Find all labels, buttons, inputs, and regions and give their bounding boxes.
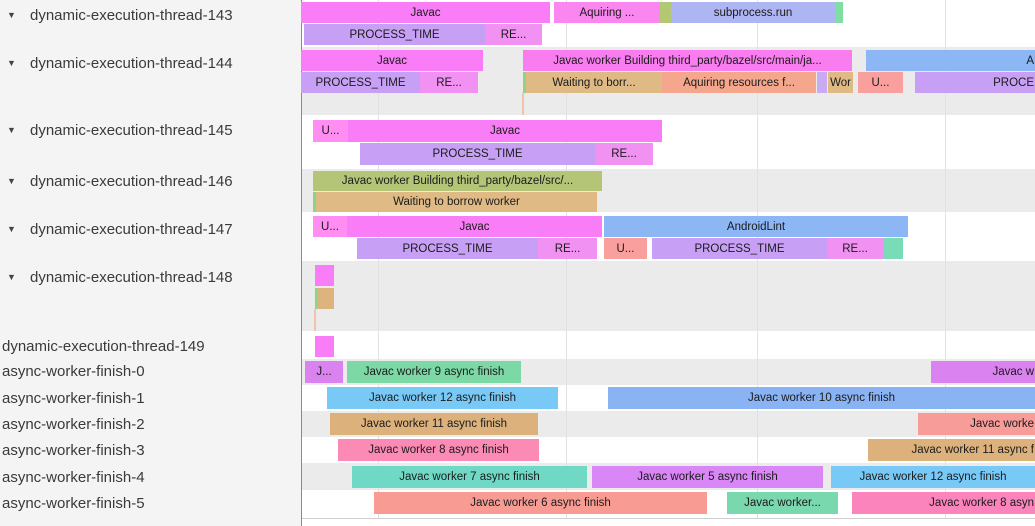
trace-event-bar[interactable]: Javac worker 12 async finish [831, 466, 1035, 488]
trace-event-bar[interactable]: RE... [485, 24, 542, 45]
track-band [302, 261, 1035, 331]
trace-event-bar[interactable]: PROCESS_TIME [360, 143, 595, 165]
trace-event-bar[interactable]: Javac [348, 120, 662, 142]
trace-event-bar[interactable] [835, 2, 843, 23]
trace-event-bar[interactable]: Javac worker 5 async finish [592, 466, 823, 488]
trace-event-bar[interactable]: Javac worker 12 async finish [327, 387, 558, 409]
track-name-label: async-worker-finish-4 [2, 468, 145, 486]
trace-event-bar[interactable]: Javac worker... [727, 492, 838, 514]
trace-event-bar[interactable]: subprocess.run [671, 2, 835, 23]
trace-event-bar[interactable]: J... [305, 361, 343, 383]
timeline-bottom-border [302, 518, 1035, 519]
trace-event-bar[interactable]: Waiting to borr... [526, 72, 662, 93]
sidebar-track-row[interactable]: dynamic-execution-thread-149 [0, 337, 300, 355]
collapse-arrow-icon[interactable]: ▼ [7, 10, 16, 20]
trace-event-bar[interactable] [317, 288, 334, 309]
trace-event-bar[interactable] [523, 72, 526, 93]
track-name-sidebar: ▼ dynamic-execution-thread-143 ▼ dynamic-ex… [0, 0, 301, 526]
sidebar-track-row[interactable]: ▼ dynamic-execution-thread-148 [0, 268, 300, 286]
trace-event-bar[interactable] [660, 2, 671, 23]
trace-event-bar[interactable]: RE... [420, 72, 478, 93]
trace-event-bar[interactable]: RE... [827, 238, 883, 259]
trace-event-bar[interactable]: Javac worke [918, 413, 1035, 435]
sidebar-track-row[interactable]: async-worker-finish-2 [0, 415, 300, 433]
trace-event-bar[interactable]: Javac worker 10 async finish [608, 387, 1035, 409]
track-name-label: dynamic-execution-thread-144 [30, 54, 233, 72]
trace-event-bar[interactable]: Javac worker 9 async finish [347, 361, 521, 383]
time-gridline [945, 0, 946, 518]
trace-event-bar[interactable]: Aquiring ... [554, 2, 660, 23]
trace-event-bar[interactable]: Javac [347, 216, 602, 237]
track-name-label: dynamic-execution-thread-149 [2, 337, 205, 355]
track-name-label: dynamic-execution-thread-143 [30, 6, 233, 24]
collapse-arrow-icon[interactable]: ▼ [7, 224, 16, 234]
trace-event-bar[interactable]: Javac worker 8 async finish [338, 439, 539, 461]
collapse-arrow-icon[interactable]: ▼ [7, 58, 16, 68]
trace-event-bar[interactable]: Javac w [931, 361, 1035, 383]
trace-event-bar[interactable]: PROCESS_TIME [652, 238, 827, 259]
time-gridline [566, 0, 567, 518]
trace-event-bar[interactable]: AndroidLint [604, 216, 908, 237]
trace-event-bar[interactable]: Javac worker 6 async finish [374, 492, 707, 514]
trace-event-bar[interactable]: Javac worker 11 async finish [330, 413, 538, 435]
track-band [302, 331, 1035, 359]
trace-event-bar[interactable]: PROCESS_TIME [357, 238, 538, 259]
trace-event-bar[interactable]: PROCESS_TIME [301, 72, 420, 93]
trace-event-bar[interactable]: Wor [828, 72, 853, 93]
trace-event-bar[interactable]: Aquiring resources f... [662, 72, 816, 93]
trace-event-bar[interactable]: Javac worker 8 asyn [852, 492, 1035, 514]
trace-event-bar[interactable]: U... [313, 216, 347, 237]
trace-event-bar[interactable]: A [866, 50, 1035, 71]
trace-event-bar[interactable] [315, 336, 334, 357]
collapse-arrow-icon[interactable]: ▼ [7, 125, 16, 135]
trace-event-bar[interactable]: Waiting to borrow worker [316, 192, 597, 212]
trace-event-bar[interactable]: U... [313, 120, 348, 142]
trace-event-bar[interactable]: RE... [538, 238, 597, 259]
collapse-arrow-icon[interactable]: ▼ [7, 176, 16, 186]
sidebar-track-row[interactable]: async-worker-finish-4 [0, 468, 300, 486]
trace-event-bar[interactable]: Javac worker 11 async f [868, 439, 1035, 461]
track-name-label: dynamic-execution-thread-146 [30, 172, 233, 190]
trace-event-bar[interactable] [817, 72, 827, 93]
trace-event-bar[interactable] [883, 238, 903, 259]
sidebar-track-row[interactable]: ▼ dynamic-execution-thread-145 [0, 121, 300, 139]
track-name-label: async-worker-finish-2 [2, 415, 145, 433]
track-name-label: async-worker-finish-3 [2, 441, 145, 459]
track-name-label: dynamic-execution-thread-148 [30, 268, 233, 286]
sidebar-track-row[interactable]: async-worker-finish-1 [0, 389, 300, 407]
sidebar-track-row[interactable]: async-worker-finish-3 [0, 441, 300, 459]
trace-event-bar[interactable] [315, 265, 334, 286]
trace-event-bar[interactable]: U... [604, 238, 647, 259]
trace-event-bar[interactable]: Javac [301, 2, 550, 23]
trace-event-bar[interactable]: Javac worker 7 async finish [352, 466, 587, 488]
trace-event-bar[interactable]: Javac worker Building third_party/bazel/… [523, 50, 852, 71]
trace-event-bar[interactable]: Javac worker Building third_party/bazel/… [313, 171, 602, 191]
sidebar-track-row[interactable]: ▼ dynamic-execution-thread-146 [0, 172, 300, 190]
flow-event-line [314, 309, 316, 331]
trace-event-bar[interactable]: PROCE [915, 72, 1035, 93]
sidebar-track-row[interactable]: ▼ dynamic-execution-thread-147 [0, 220, 300, 238]
track-name-label: dynamic-execution-thread-145 [30, 121, 233, 139]
sidebar-track-row[interactable]: ▼ dynamic-execution-thread-144 [0, 54, 300, 72]
sidebar-divider[interactable] [301, 0, 302, 526]
sidebar-track-row[interactable]: async-worker-finish-5 [0, 494, 300, 512]
time-gridline [757, 0, 758, 518]
track-name-label: async-worker-finish-0 [2, 362, 145, 380]
trace-event-bar[interactable]: U... [858, 72, 903, 93]
collapse-arrow-icon[interactable]: ▼ [7, 272, 16, 282]
sidebar-track-row[interactable]: ▼ dynamic-execution-thread-143 [0, 6, 300, 24]
time-gridline [378, 0, 379, 518]
trace-event-bar[interactable] [313, 192, 316, 212]
trace-event-bar[interactable]: Javac [301, 50, 483, 71]
trace-event-bar[interactable] [315, 288, 317, 309]
track-name-label: dynamic-execution-thread-147 [30, 220, 233, 238]
track-name-label: async-worker-finish-5 [2, 494, 145, 512]
track-name-label: async-worker-finish-1 [2, 389, 145, 407]
flow-event-line [522, 93, 524, 115]
trace-event-bar[interactable]: RE... [595, 143, 653, 165]
trace-event-bar[interactable]: PROCESS_TIME [304, 24, 485, 45]
sidebar-track-row[interactable]: async-worker-finish-0 [0, 362, 300, 380]
